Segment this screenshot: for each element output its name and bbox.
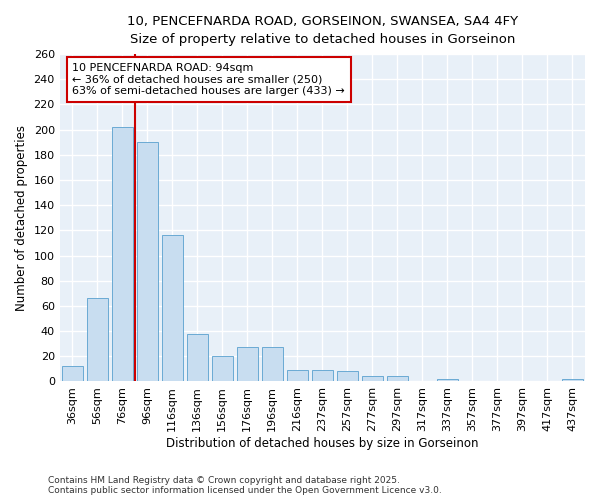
Bar	[337, 372, 358, 382]
Bar	[387, 376, 408, 382]
Bar	[212, 356, 233, 382]
Bar	[312, 370, 333, 382]
Bar	[287, 370, 308, 382]
Title: 10, PENCEFNARDA ROAD, GORSEINON, SWANSEA, SA4 4FY
Size of property relative to d: 10, PENCEFNARDA ROAD, GORSEINON, SWANSEA…	[127, 15, 518, 46]
Bar	[112, 127, 133, 382]
Bar	[437, 379, 458, 382]
Bar	[187, 334, 208, 382]
Y-axis label: Number of detached properties: Number of detached properties	[15, 125, 28, 311]
Bar	[262, 348, 283, 382]
Text: Contains HM Land Registry data © Crown copyright and database right 2025.
Contai: Contains HM Land Registry data © Crown c…	[48, 476, 442, 495]
Bar	[62, 366, 83, 382]
Bar	[236, 348, 258, 382]
Bar	[137, 142, 158, 382]
Bar	[362, 376, 383, 382]
X-axis label: Distribution of detached houses by size in Gorseinon: Distribution of detached houses by size …	[166, 437, 479, 450]
Text: 10 PENCEFNARDA ROAD: 94sqm
← 36% of detached houses are smaller (250)
63% of sem: 10 PENCEFNARDA ROAD: 94sqm ← 36% of deta…	[73, 63, 345, 96]
Bar	[161, 236, 183, 382]
Bar	[562, 379, 583, 382]
Bar	[86, 298, 108, 382]
